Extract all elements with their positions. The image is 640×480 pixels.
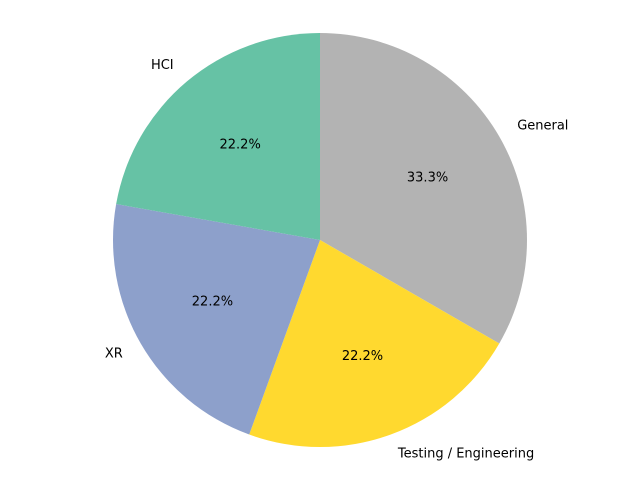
pie-slice-xr [112,204,320,435]
slice-label-general: General [517,119,568,134]
pie-slice-testing-engineering [249,240,500,447]
pct-label-hci: 22.2% [220,137,261,152]
slice-label-xr: XR [105,346,123,361]
slice-label-testing-engineering: Testing / Engineering [397,446,534,461]
pie-labels: General 33.3% Testing / Engineering 22.2% XR… [105,58,569,461]
slice-label-hci: HCI [151,58,174,73]
pct-label-xr: 22.2% [192,295,233,310]
pct-label-testing-engineering: 22.2% [342,349,383,364]
pie-slice-hci [116,33,320,240]
pct-label-general: 33.3% [407,170,448,185]
pie-slice-general [320,33,527,344]
pie-slices [112,33,527,447]
